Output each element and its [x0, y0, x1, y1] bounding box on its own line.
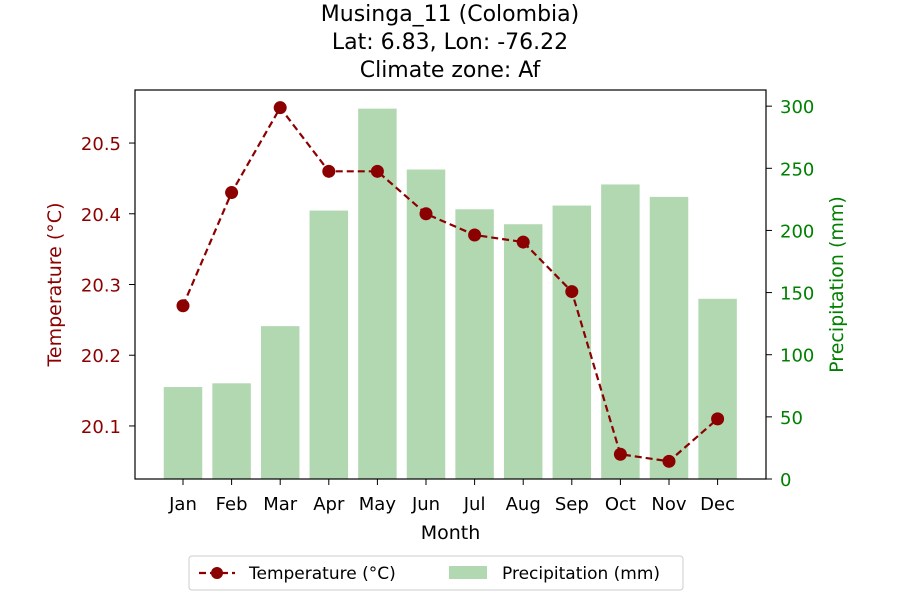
temperature-point-apr	[322, 164, 336, 178]
chart-title: Musinga_11 (Colombia) Lat: 6.83, Lon: -76…	[321, 2, 579, 83]
x-tick-label: Oct	[605, 494, 636, 515]
temperature-point-aug	[516, 235, 530, 249]
right-tick-label: 300	[780, 97, 814, 118]
left-tick-label: 20.1	[81, 417, 121, 438]
left-tick-label: 20.5	[81, 134, 121, 155]
left-y-axis-label: Temperature (°C)	[44, 203, 66, 368]
precipitation-bar-oct	[601, 184, 640, 479]
x-tick-label: Jan	[168, 494, 197, 515]
precipitation-bars	[163, 108, 737, 480]
right-tick-label: 100	[780, 346, 814, 367]
temperature-point-jul	[468, 228, 482, 242]
x-tick-label: Apr	[313, 494, 345, 515]
legend-precipitation-swatch	[449, 566, 487, 579]
precipitation-bar-jan	[163, 387, 203, 479]
precipitation-bar-feb	[212, 383, 251, 479]
left-tick-label: 20.4	[81, 205, 121, 226]
title-line-1: Musinga_11 (Colombia)	[321, 2, 579, 27]
legend-precipitation-label: Precipitation (mm)	[502, 564, 660, 584]
legend-box	[188, 555, 684, 591]
left-axis-ticks: 20.1 20.2 20.3 20.4 20.5	[81, 134, 135, 438]
x-tick-label: Jun	[411, 494, 440, 515]
temperature-point-may	[370, 164, 384, 178]
legend: Temperature (°C) Precipitation (mm)	[188, 555, 684, 591]
x-tick-label: Dec	[700, 494, 735, 515]
temperature-point-dec	[711, 412, 725, 426]
temperature-point-jan	[176, 299, 190, 313]
legend-temperature-marker	[211, 567, 223, 579]
temperature-point-feb	[225, 186, 239, 200]
right-axis-ticks: 0 50 100 150 200 250 300	[766, 97, 814, 491]
x-tick-label: May	[359, 494, 397, 515]
precipitation-bar-sep	[552, 205, 592, 479]
precipitation-bar-nov	[649, 196, 689, 480]
temperature-line-path	[181, 105, 719, 463]
title-line-2: Lat: 6.83, Lon: -76.22	[332, 30, 568, 55]
precipitation-bar-may	[358, 108, 397, 479]
left-tick-label: 20.2	[81, 346, 121, 367]
right-tick-label: 0	[780, 470, 791, 491]
right-tick-label: 250	[780, 159, 814, 180]
x-tick-label: Sep	[555, 494, 589, 515]
precipitation-bar-apr	[309, 210, 349, 479]
precipitation-bar-mar	[260, 326, 300, 479]
right-y-axis-label: Precipitation (mm)	[826, 196, 848, 373]
temperature-point-jun	[419, 207, 433, 221]
x-tick-label: Nov	[651, 494, 686, 515]
temperature-point-sep	[565, 285, 579, 299]
x-axis-ticks: Jan Feb Mar Apr May Jun Jul Aug Sep Oct Nov Dec	[168, 479, 735, 515]
precipitation-bar-jul	[455, 209, 494, 479]
precipitation-bar-dec	[698, 298, 737, 479]
x-tick-label: Feb	[216, 494, 248, 515]
temperature-line	[176, 101, 725, 468]
temperature-point-mar	[273, 101, 287, 115]
right-tick-label: 50	[780, 408, 803, 429]
precipitation-bar-jun	[406, 169, 446, 480]
right-tick-label: 150	[780, 284, 814, 305]
x-tick-label: Jul	[463, 494, 486, 515]
legend-temperature-label: Temperature (°C)	[248, 564, 396, 584]
title-line-3: Climate zone: Af	[360, 58, 542, 83]
temperature-point-nov	[662, 454, 676, 468]
x-tick-label: Aug	[506, 494, 541, 515]
left-tick-label: 20.3	[81, 276, 121, 297]
precipitation-bar-aug	[503, 224, 543, 479]
x-tick-label: Mar	[263, 494, 298, 515]
temperature-point-oct	[613, 447, 627, 461]
right-tick-label: 200	[780, 221, 814, 242]
x-axis-label: Month	[421, 522, 481, 544]
